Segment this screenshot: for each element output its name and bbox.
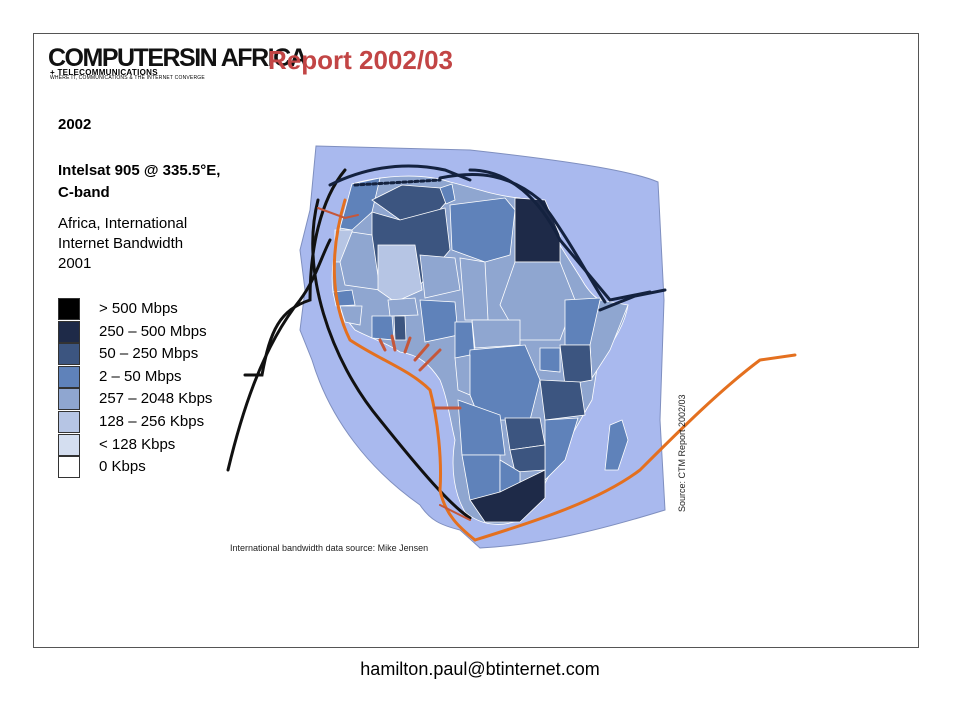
country-ghana [393, 315, 407, 341]
legend-swatch [58, 365, 80, 388]
bandwidth-data-source: International bandwidth data source: Mik… [230, 543, 429, 553]
legend-label: 2 – 50 Mbps [99, 367, 182, 385]
legend-label: > 500 Mbps [99, 300, 178, 317]
logo-word-computers: COMPUTERS [48, 44, 196, 72]
cable-atlantic-black [311, 198, 472, 520]
cable-west-black-long [243, 168, 347, 377]
country-burkina [387, 297, 419, 317]
ctm-source: Source: CTM Report 2002/03 [677, 394, 687, 512]
country-guinea [339, 305, 363, 326]
country-nigeria [419, 299, 459, 343]
country-chad [459, 257, 489, 321]
country-regions [332, 177, 629, 523]
map-subtitle: Africa, International Internet Bandwidth… [58, 214, 258, 274]
legend-item: > 500 Mbps [58, 298, 258, 320]
cable-med-navy [328, 164, 472, 187]
legend-label: 0 Kbps [99, 458, 146, 476]
cable-red-sea-navy-2 [468, 168, 652, 302]
legend-swatch [58, 388, 80, 411]
year-label: 2002 [58, 116, 92, 133]
subtitle-line-2: Internet Bandwidth [58, 235, 184, 252]
logo-word-in-africa: IN AFRICA [194, 44, 307, 72]
logo-tagline: WHERE IT, COMMUNICATIONS & THE INTERNET … [50, 75, 205, 81]
legend-item: 0 Kbps [58, 456, 258, 479]
cable-rust-branches [378, 334, 462, 410]
country-zimbabwe [509, 444, 546, 473]
country-libya [449, 197, 516, 263]
subtitle-line-1: Africa, International [58, 215, 188, 232]
legend-swatch [58, 320, 80, 343]
country-somalia [589, 299, 629, 380]
legend-swatch [58, 411, 80, 433]
cable-orange-safe [473, 353, 797, 542]
legend-swatch [58, 298, 80, 320]
country-angola [457, 399, 506, 456]
country-south-africa [469, 469, 546, 523]
cable-rust-stub-north [317, 207, 359, 220]
africa-bandwidth-map [226, 145, 797, 549]
logo-subtitle: + TELECOMMUNICATIONS [50, 68, 158, 77]
country-mali [377, 244, 423, 303]
cable-rust-atlantic-tail [439, 504, 471, 521]
country-mauritania [339, 231, 381, 291]
computers-in-africa-logo: COMPUTERSIN AFRICA + TELECOMMUNICATIONS … [48, 44, 308, 82]
satellite-line-2: C-band [58, 184, 110, 201]
legend-swatch [58, 433, 80, 456]
legend-swatch [58, 456, 80, 479]
cable-indian-navy [598, 288, 667, 312]
country-zambia [504, 417, 546, 451]
legend-label: < 128 Kbps [99, 435, 176, 453]
country-tanzania [539, 379, 586, 421]
country-kenya [559, 344, 593, 386]
slide-frame [33, 33, 919, 648]
cable-routes [226, 164, 797, 542]
country-car [471, 319, 521, 349]
legend-item: 128 – 256 Kbps [58, 411, 258, 433]
country-madagascar [604, 419, 629, 471]
legend-item: < 128 Kbps [58, 433, 258, 456]
country-congo [454, 354, 471, 396]
cable-orange-sat3 [332, 198, 477, 542]
subtitle-line-3: 2001 [58, 255, 92, 272]
satellite-line-1: Intelsat 905 @ 335.5°E, [58, 162, 221, 179]
report-title: Report 2002/03 [268, 45, 453, 75]
legend-label: 257 – 2048 Kbps [99, 390, 213, 408]
cable-west-black-outer [226, 238, 332, 472]
legend-label: 128 – 256 Kbps [99, 413, 205, 430]
legend-label: 250 – 500 Mbps [99, 322, 207, 340]
satellite-label: Intelsat 905 @ 335.5°E, C-band [58, 160, 288, 204]
legend-swatch [58, 343, 80, 366]
legend-item: 257 – 2048 Kbps [58, 388, 258, 411]
legend-item: 50 – 250 Mbps [58, 343, 258, 366]
country-tunisia [439, 183, 456, 205]
country-niger [419, 254, 461, 299]
legend-item: 2 – 50 Mbps [58, 365, 258, 388]
country-uganda [539, 347, 561, 373]
legend-label: 50 – 250 Mbps [99, 345, 199, 363]
contact-email: hamilton.paul@btinternet.com [360, 659, 600, 679]
legend-item: 250 – 500 Mbps [58, 320, 258, 343]
cable-med-navy-dotted [353, 178, 442, 187]
